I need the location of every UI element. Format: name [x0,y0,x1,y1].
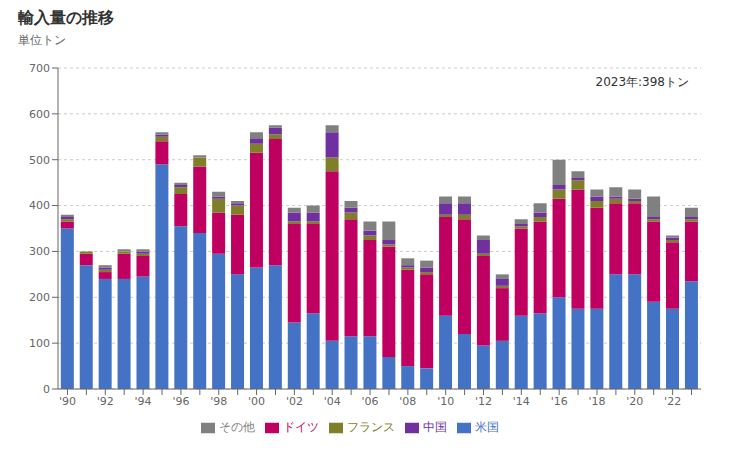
html-text:単位トン: 単位トン [18,33,66,47]
svg-text:'02: '02 [286,395,303,408]
svg-text:'98: '98 [210,395,227,408]
svg-text:100: 100 [29,337,50,350]
svg-text:'06: '06 [362,395,379,408]
svg-text:300: 300 [29,245,50,258]
svg-text:'12: '12 [475,395,492,408]
html-text:フランス: フランス [346,420,395,434]
svg-text:0: 0 [43,383,50,396]
svg-text:'08: '08 [399,395,416,408]
svg-text:400: 400 [29,199,50,212]
svg-text:700: 700 [29,62,50,75]
svg-text:'18: '18 [588,395,605,408]
svg-text:'04: '04 [324,395,341,408]
html-text:ドイツ: ドイツ [282,420,319,434]
svg-text:'96: '96 [172,395,189,408]
html-text:2023年:398トン: 2023年:398トン [595,75,689,89]
svg-text:'94: '94 [135,395,152,408]
svg-text:200: 200 [29,291,50,304]
html-text:その他: その他 [218,420,255,434]
svg-text:'14: '14 [513,395,530,408]
svg-text:'10: '10 [437,395,454,408]
svg-text:'92: '92 [97,395,114,408]
svg-text:500: 500 [29,154,50,167]
svg-text:'16: '16 [551,395,568,408]
svg-text:600: 600 [29,108,50,121]
svg-text:'00: '00 [248,395,265,408]
svg-text:'22: '22 [664,395,681,408]
svg-text:'90: '90 [59,395,76,408]
html-text:中国: 中国 [422,420,447,434]
html-text:米国: 米国 [474,420,499,434]
svg-text:'20: '20 [626,395,643,408]
html-text:輸入量の推移: 輸入量の推移 [18,8,114,27]
